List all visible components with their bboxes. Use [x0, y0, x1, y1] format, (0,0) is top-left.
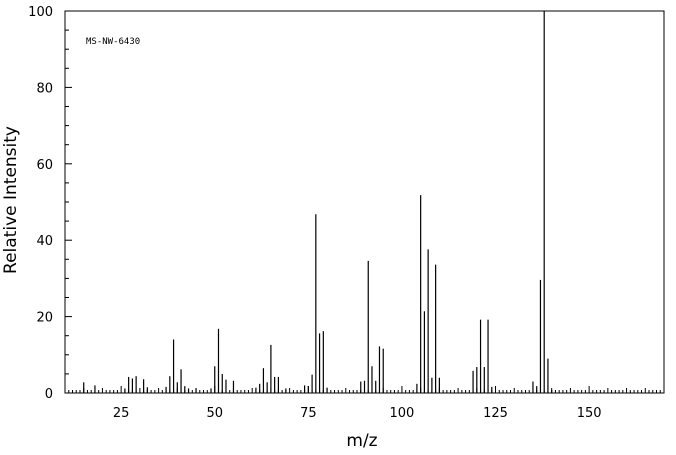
x-tick-label-150: 150: [577, 406, 602, 421]
axes-frame: [64, 10, 665, 394]
minor-ticks: [64, 10, 665, 394]
y-axis-title: Relative Intensity: [1, 126, 21, 274]
y-tick-label-0: 0: [45, 387, 53, 402]
y-tick-label-100: 100: [28, 5, 53, 20]
spectrum-id-annotation: MS-NW-6430: [86, 37, 140, 47]
x-tick-label-100: 100: [390, 406, 415, 421]
plot-frame: [64, 10, 665, 394]
x-tick-labels: 25 50 75 100 125 150: [113, 406, 602, 421]
x-tick-label-25: 25: [113, 406, 130, 421]
x-tick-label-50: 50: [206, 406, 223, 421]
peak-sticks: [83, 11, 553, 393]
x-tick-label-125: 125: [483, 406, 508, 421]
y-tick-label-40: 40: [36, 234, 53, 249]
y-tick-label-80: 80: [36, 81, 53, 96]
y-tick-label-20: 20: [36, 311, 53, 326]
x-tick-label-75: 75: [300, 406, 317, 421]
y-tick-labels: 0 20 40 60 80 100: [28, 5, 53, 402]
y-tick-label-60: 60: [36, 158, 53, 173]
x-axis-title: m/z: [346, 431, 377, 451]
